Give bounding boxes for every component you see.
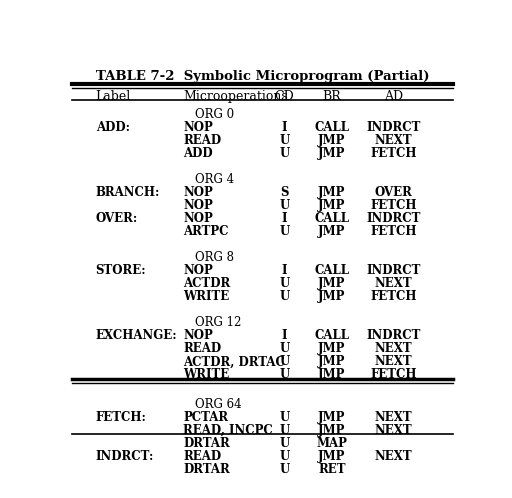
Text: READ: READ [183,450,221,463]
Text: AD: AD [384,90,403,103]
Text: FETCH: FETCH [370,290,417,303]
Text: INDRCT: INDRCT [366,329,420,342]
Text: ADD:: ADD: [96,121,130,134]
Text: OVER: OVER [374,186,412,199]
Text: Microoperations: Microoperations [183,90,288,103]
Text: I: I [282,329,287,342]
Text: NOP: NOP [183,264,213,277]
Text: JMP: JMP [318,411,346,424]
Text: ACTDR: ACTDR [183,277,230,290]
Text: EXCHANGE:: EXCHANGE: [96,329,177,342]
Text: NEXT: NEXT [375,277,412,290]
Text: JMP: JMP [318,356,346,369]
Text: MAP: MAP [316,437,347,450]
Text: JMP: JMP [318,450,346,463]
Text: JMP: JMP [318,277,346,290]
Text: DRTAR: DRTAR [183,463,230,476]
Text: U: U [279,290,289,303]
Text: STORE:: STORE: [96,264,146,277]
Text: JMP: JMP [318,342,346,356]
Text: JMP: JMP [318,290,346,303]
Text: NOP: NOP [183,212,213,225]
Text: RET: RET [318,463,346,476]
Text: CALL: CALL [314,264,349,277]
Text: FETCH: FETCH [370,147,417,160]
Text: INDRCT: INDRCT [366,212,420,225]
Text: CALL: CALL [314,212,349,225]
Text: BRANCH:: BRANCH: [96,186,160,199]
Text: NEXT: NEXT [375,134,412,147]
Text: ORG 4: ORG 4 [195,173,234,186]
Text: READ: READ [183,134,221,147]
Text: FETCH: FETCH [370,199,417,212]
Text: U: U [279,277,289,290]
Text: S: S [280,186,288,199]
Text: READ, INCPC: READ, INCPC [183,424,273,437]
Text: U: U [279,147,289,160]
Text: INDRCT: INDRCT [366,121,420,134]
Text: NEXT: NEXT [375,356,412,369]
Text: I: I [282,212,287,225]
Text: CD: CD [274,90,294,103]
Text: ORG 0: ORG 0 [195,108,234,121]
Text: U: U [279,450,289,463]
Text: INDRCT: INDRCT [366,264,420,277]
Text: BR: BR [323,90,341,103]
Text: FETCH:: FETCH: [96,411,146,424]
Text: CALL: CALL [314,121,349,134]
Text: Label: Label [96,90,131,103]
Text: JMP: JMP [318,147,346,160]
Text: U: U [279,369,289,381]
Text: WRITE: WRITE [183,290,229,303]
Text: U: U [279,199,289,212]
Text: NOP: NOP [183,199,213,212]
Text: FETCH: FETCH [370,225,417,238]
Text: U: U [279,134,289,147]
Text: JMP: JMP [318,369,346,381]
Text: TABLE 7-2  Symbolic Microprogram (Partial): TABLE 7-2 Symbolic Microprogram (Partial… [96,70,429,83]
Text: NEXT: NEXT [375,342,412,356]
Text: JMP: JMP [318,186,346,199]
Text: NEXT: NEXT [375,424,412,437]
Text: WRITE: WRITE [183,369,229,381]
Text: FETCH: FETCH [370,369,417,381]
Text: DRTAR: DRTAR [183,437,230,450]
Text: CALL: CALL [314,329,349,342]
Text: JMP: JMP [318,424,346,437]
Text: I: I [282,121,287,134]
Text: NEXT: NEXT [375,450,412,463]
Text: NOP: NOP [183,186,213,199]
Text: JMP: JMP [318,134,346,147]
Text: JMP: JMP [318,199,346,212]
Text: U: U [279,463,289,476]
Text: U: U [279,356,289,369]
Text: READ: READ [183,342,221,356]
Text: OVER:: OVER: [96,212,138,225]
Text: ADD: ADD [183,147,212,160]
Text: U: U [279,437,289,450]
Text: I: I [282,264,287,277]
Text: NEXT: NEXT [375,411,412,424]
Text: INDRCT:: INDRCT: [96,450,154,463]
Text: PCTAR: PCTAR [183,411,228,424]
Text: ACTDR, DRTAC: ACTDR, DRTAC [183,356,285,369]
Text: U: U [279,411,289,424]
Text: U: U [279,225,289,238]
Text: U: U [279,342,289,356]
Text: NOP: NOP [183,121,213,134]
Text: NOP: NOP [183,329,213,342]
Text: ORG 8: ORG 8 [195,251,234,264]
Text: JMP: JMP [318,225,346,238]
Text: ORG 64: ORG 64 [195,397,242,410]
Text: U: U [279,424,289,437]
Text: ARTPC: ARTPC [183,225,228,238]
Text: ORG 12: ORG 12 [195,316,241,329]
